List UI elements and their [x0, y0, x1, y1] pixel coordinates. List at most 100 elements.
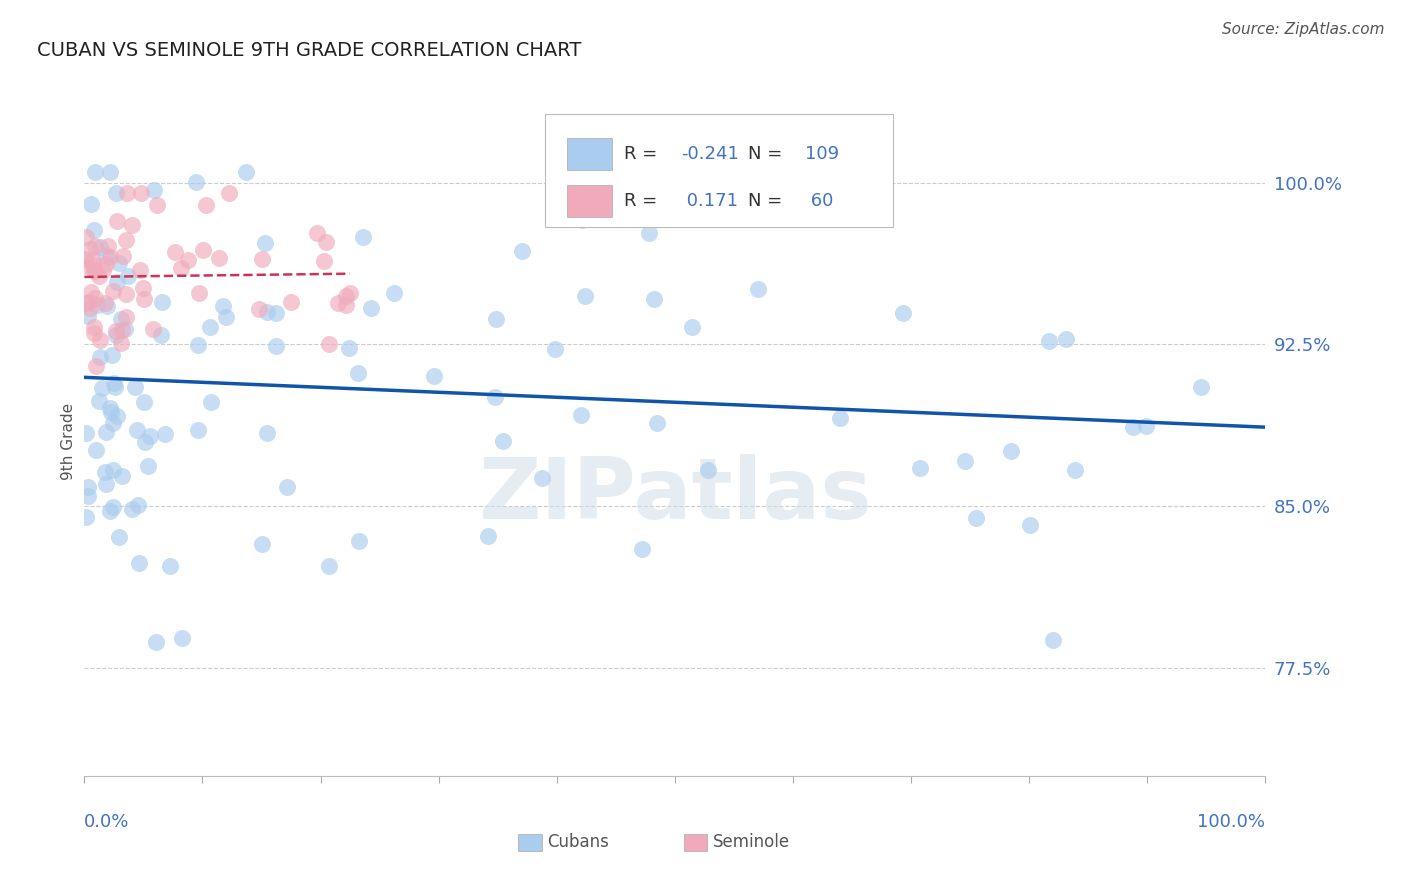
Point [75, 510, 97, 524]
Point [117, 269, 139, 284]
Point [697, 463, 720, 477]
Point [1189, 380, 1212, 394]
Point [253, 235, 276, 250]
Point [247, 302, 270, 317]
Bar [519, 834, 543, 851]
Point [264, 306, 287, 320]
Text: 109: 109 [804, 145, 839, 163]
Point [115, 287, 138, 301]
Point [142, 182, 165, 196]
Point [79, 242, 101, 256]
Point [352, 229, 374, 244]
Point [100, 405, 122, 419]
Point [96, 425, 118, 439]
Point [111, 248, 134, 262]
Point [1038, 334, 1060, 348]
Point [307, 226, 329, 240]
Text: 100.0%: 100.0% [1198, 813, 1265, 830]
Point [1018, 517, 1040, 532]
Point [215, 310, 238, 325]
Point [103, 500, 125, 514]
Point [256, 305, 278, 319]
Point [1122, 420, 1144, 434]
Y-axis label: 9th Grade: 9th Grade [60, 403, 76, 480]
Point [335, 288, 357, 302]
Point [129, 186, 152, 201]
Point [187, 337, 209, 351]
Bar [568, 137, 612, 170]
Point [326, 296, 349, 310]
Point [318, 559, 340, 574]
Point [129, 263, 152, 277]
Point [75, 230, 97, 244]
Point [484, 390, 506, 404]
Point [335, 298, 357, 312]
Point [105, 327, 128, 342]
Point [80, 285, 103, 300]
Point [101, 284, 124, 298]
Point [1054, 332, 1077, 346]
Point [110, 312, 132, 326]
Point [134, 395, 156, 409]
Point [121, 502, 143, 516]
Point [110, 335, 132, 350]
Point [747, 283, 769, 297]
Point [104, 186, 127, 200]
Point [98, 401, 121, 415]
Text: 0.0%: 0.0% [84, 813, 129, 830]
Text: N =: N = [748, 192, 789, 210]
Point [76, 295, 98, 310]
Point [114, 322, 136, 336]
Point [530, 471, 553, 485]
Point [571, 212, 593, 227]
Point [89, 350, 111, 364]
Point [76, 309, 98, 323]
Point [631, 542, 654, 557]
Point [953, 454, 976, 468]
Point [104, 324, 127, 338]
Point [101, 463, 124, 477]
Point [382, 286, 405, 301]
Point [94, 465, 117, 479]
Text: R =: R = [624, 145, 664, 163]
Point [312, 253, 335, 268]
Point [1000, 444, 1022, 458]
Point [150, 295, 173, 310]
Point [492, 434, 515, 449]
Point [280, 294, 302, 309]
Point [89, 394, 111, 409]
Point [177, 252, 200, 267]
Point [125, 423, 148, 437]
Point [108, 530, 131, 544]
Point [84, 165, 107, 179]
Point [108, 256, 131, 270]
Point [145, 635, 167, 649]
Point [111, 469, 134, 483]
Point [111, 323, 134, 337]
Point [91, 263, 114, 277]
Point [104, 380, 127, 394]
Point [127, 498, 149, 512]
Point [828, 411, 851, 425]
Point [150, 327, 173, 342]
Point [124, 380, 146, 394]
Point [87, 268, 110, 283]
Point [908, 460, 931, 475]
Point [315, 235, 337, 250]
Point [187, 285, 209, 300]
Point [114, 310, 136, 325]
Point [98, 250, 121, 264]
Text: -0.241: -0.241 [681, 145, 738, 163]
Point [423, 368, 446, 383]
Point [1064, 463, 1087, 477]
Point [200, 394, 222, 409]
Point [543, 342, 565, 356]
Point [86, 297, 108, 311]
Point [337, 341, 360, 355]
Point [569, 409, 592, 423]
Point [339, 286, 361, 301]
Point [83, 320, 105, 334]
Point [139, 429, 162, 443]
Point [132, 280, 155, 294]
Point [83, 239, 105, 253]
